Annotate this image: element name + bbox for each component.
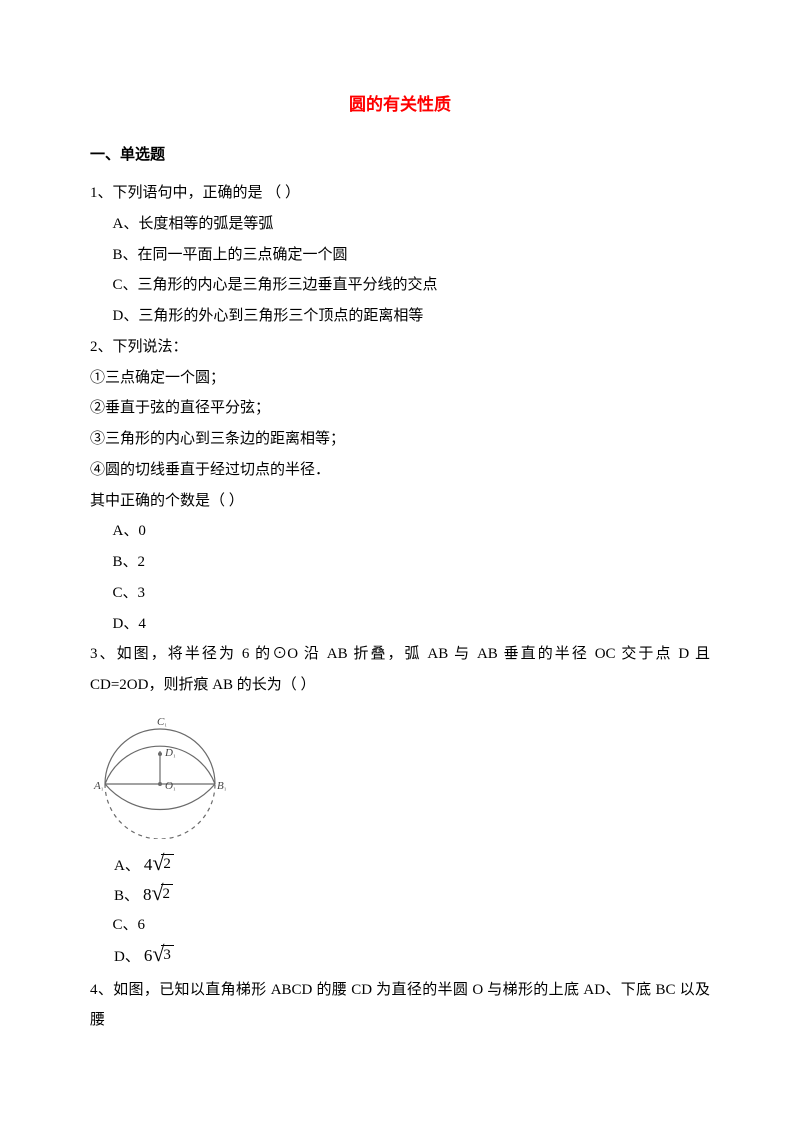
svg-text:A₁: A₁: [93, 780, 104, 792]
section-heading: 一、单选题: [90, 143, 710, 164]
q2-opt-a: A、0: [90, 516, 710, 547]
q2-tail: 其中正确的个数是（ ）: [90, 486, 710, 517]
q3-b-coef: 8: [143, 885, 152, 905]
q2-opt-c: C、3: [90, 578, 710, 609]
q2-opt-d: D、4: [90, 609, 710, 640]
q3-opt-b: B、 8 √2: [90, 880, 710, 910]
q1-opt-d: D、三角形的外心到三角形三个顶点的距离相等: [90, 301, 710, 332]
q3-opt-d: D、 6 √3: [90, 941, 710, 971]
q3-opt-c: C、6: [90, 910, 710, 941]
q1-opt-b: B、在同一平面上的三点确定一个圆: [90, 240, 710, 271]
q1-opt-a: A、长度相等的弧是等弧: [90, 209, 710, 240]
q1-opt-c: C、三角形的内心是三角形三边垂直平分线的交点: [90, 270, 710, 301]
svg-text:C₁: C₁: [157, 716, 167, 728]
q3-figure: C₁ D₁ O₁ A₁ B₁: [90, 709, 710, 844]
q3-a-coef: 4: [144, 855, 153, 875]
page-title: 圆的有关性质: [90, 90, 710, 115]
q4-stem: 4、如图，已知以直角梯形 ABCD 的腰 CD 为直径的半圆 O 与梯形的上底 …: [90, 975, 710, 1037]
q2-stem: 2、下列说法：: [90, 332, 710, 363]
q2-s1: ①三点确定一个圆；: [90, 363, 710, 394]
q3-stem: 3、如图，将半径为 6 的⊙O 沿 AB 折叠，弧 AB 与 AB 垂直的半径 …: [90, 639, 710, 701]
q2-s2: ②垂直于弦的直径平分弦；: [90, 393, 710, 424]
q3-d-coef: 6: [144, 946, 153, 966]
q1-stem: 1、下列语句中，正确的是 （ ）: [90, 178, 710, 209]
svg-text:B₁: B₁: [217, 780, 227, 792]
q2-s3: ③三角形的内心到三条边的距离相等；: [90, 424, 710, 455]
q2-s4: ④圆的切线垂直于经过切点的半径．: [90, 455, 710, 486]
svg-text:D₁: D₁: [164, 747, 176, 759]
q2-opt-b: B、2: [90, 547, 710, 578]
q3-opt-a: A、 4 √2: [90, 850, 710, 880]
svg-text:O₁: O₁: [165, 780, 176, 792]
